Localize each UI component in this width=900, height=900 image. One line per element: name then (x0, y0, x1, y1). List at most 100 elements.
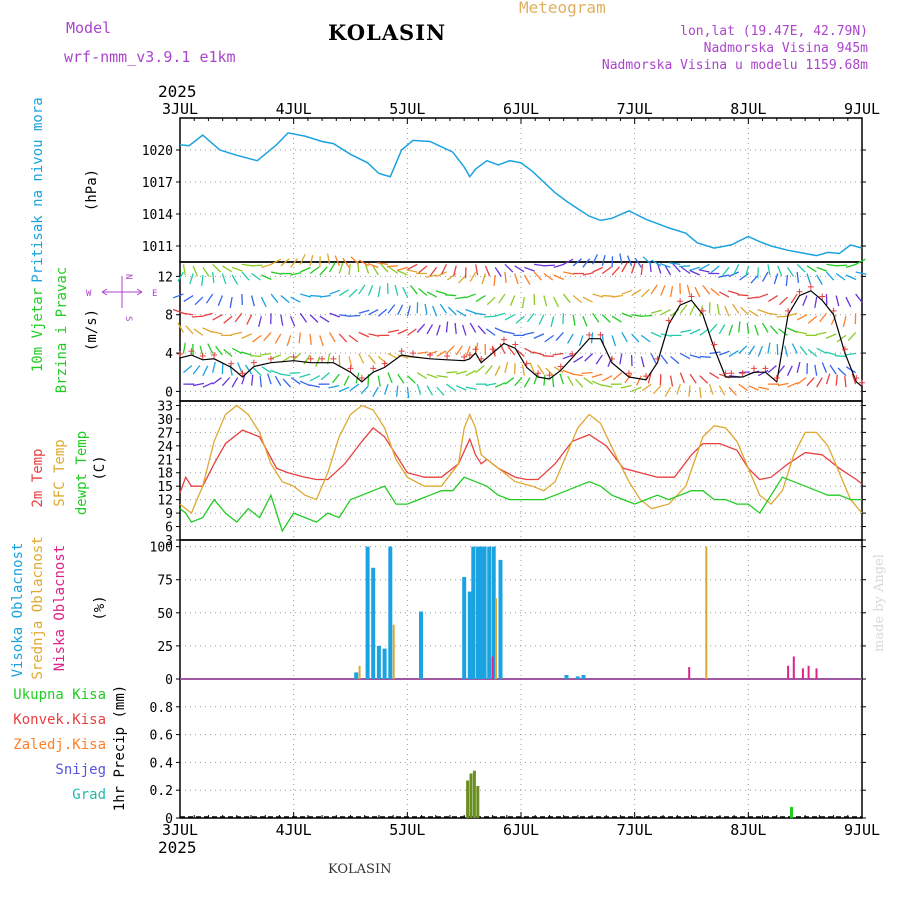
wind-barb (680, 266, 691, 275)
wind-barb (669, 262, 681, 265)
wind-barb (494, 382, 506, 388)
wind-barb (387, 329, 399, 334)
x-tick-label: 6JUL (503, 821, 539, 839)
wind-barb (212, 314, 223, 321)
wind-barb (757, 308, 769, 314)
wind-barb (231, 377, 239, 388)
gust-mark (608, 355, 615, 362)
wind-barb (343, 375, 350, 386)
wind-barb (634, 257, 642, 268)
wind-barb (431, 305, 438, 317)
temp-sfc-line (179, 404, 863, 515)
gust-mark (807, 283, 814, 290)
wind-barb (847, 331, 857, 342)
wind-barb (664, 265, 672, 276)
wind-axis-title: 10m Vjetar (30, 288, 46, 372)
wind-barb (624, 373, 633, 384)
wind-barb (231, 274, 239, 285)
wind-barb (280, 314, 284, 326)
wind-barb (493, 274, 496, 286)
wind-barb (650, 309, 662, 314)
wind-barb (177, 322, 184, 333)
wind-barb (835, 295, 840, 307)
wind-barb (177, 271, 184, 282)
wind-barb (773, 273, 779, 285)
wind-barb (728, 350, 739, 358)
temp2m-axis-title: 2m Temp (30, 448, 46, 507)
cloud-mid-bar (392, 624, 395, 679)
wind-barb (659, 262, 671, 268)
wind-barb (289, 372, 301, 375)
wind-barb (526, 312, 535, 323)
wind-barb (394, 284, 399, 296)
wind-barb (607, 356, 613, 367)
cloud-high-bar (462, 577, 467, 679)
gust-mark (199, 352, 206, 359)
wind-barb (543, 272, 554, 281)
wind-barb (387, 372, 393, 384)
wind-barb (553, 263, 565, 268)
wind-barb (699, 387, 702, 399)
wind-barb (194, 296, 204, 306)
gust-mark (472, 346, 479, 353)
wind-barb (799, 345, 808, 356)
wind-barb (601, 255, 606, 266)
wind-barb (619, 353, 623, 365)
x-tick-label: 7JUL (617, 100, 653, 118)
dewpoint-line (179, 476, 862, 533)
wind-barb (282, 378, 292, 388)
wind-barb (640, 334, 651, 343)
gust-mark (500, 336, 507, 343)
wind-barb (664, 386, 672, 398)
wind-barb (641, 383, 652, 392)
wind-barb (377, 375, 381, 387)
wind-barb (786, 327, 798, 333)
wind-barb (436, 386, 445, 396)
cloud-low-bar (787, 665, 790, 679)
gust-mark (569, 351, 576, 358)
wind-barb (192, 265, 198, 277)
gust-mark (739, 370, 746, 377)
cloud-high-bar (575, 676, 580, 679)
wind-barb (815, 331, 827, 336)
gust-mark (625, 370, 632, 377)
compass-arrows (101, 276, 143, 308)
wind-barb (309, 266, 320, 275)
wind-barb (202, 365, 209, 376)
wind-barb (650, 331, 662, 338)
x-tick-label: 5JUL (389, 821, 425, 839)
wind-barb (767, 342, 771, 354)
wind-barb (582, 258, 591, 268)
wind-barb (710, 265, 720, 274)
gust-mark (728, 370, 735, 377)
gust-mark (489, 346, 496, 353)
wind-barb (348, 288, 358, 298)
wind-barb (621, 262, 628, 273)
cloud-high-bar (564, 675, 569, 679)
wind-barb (572, 295, 583, 304)
wind-barb (299, 373, 311, 378)
wind-barb (300, 293, 312, 298)
wind-barb (260, 352, 272, 356)
wind-barb (533, 333, 545, 339)
gust-mark (398, 348, 405, 355)
wind-barb (334, 255, 340, 267)
wind-barb (555, 331, 564, 342)
wind-barb (626, 255, 633, 267)
wind-barb (387, 352, 399, 360)
wind-barb (211, 271, 215, 283)
cloud-high-bar (491, 546, 496, 679)
wind-barb (465, 293, 476, 299)
wind-barb (679, 352, 691, 360)
wind-barb (299, 312, 308, 323)
wind-barb (418, 265, 428, 274)
wind-barb (484, 265, 491, 277)
wind-barb (217, 295, 223, 307)
wind-barb (172, 308, 184, 314)
wind-barb (182, 365, 193, 374)
wind-barb (380, 263, 389, 273)
wind-barb (514, 377, 523, 387)
gust-mark (330, 355, 337, 362)
wind-barb (426, 324, 434, 335)
wind-barb (757, 369, 769, 377)
